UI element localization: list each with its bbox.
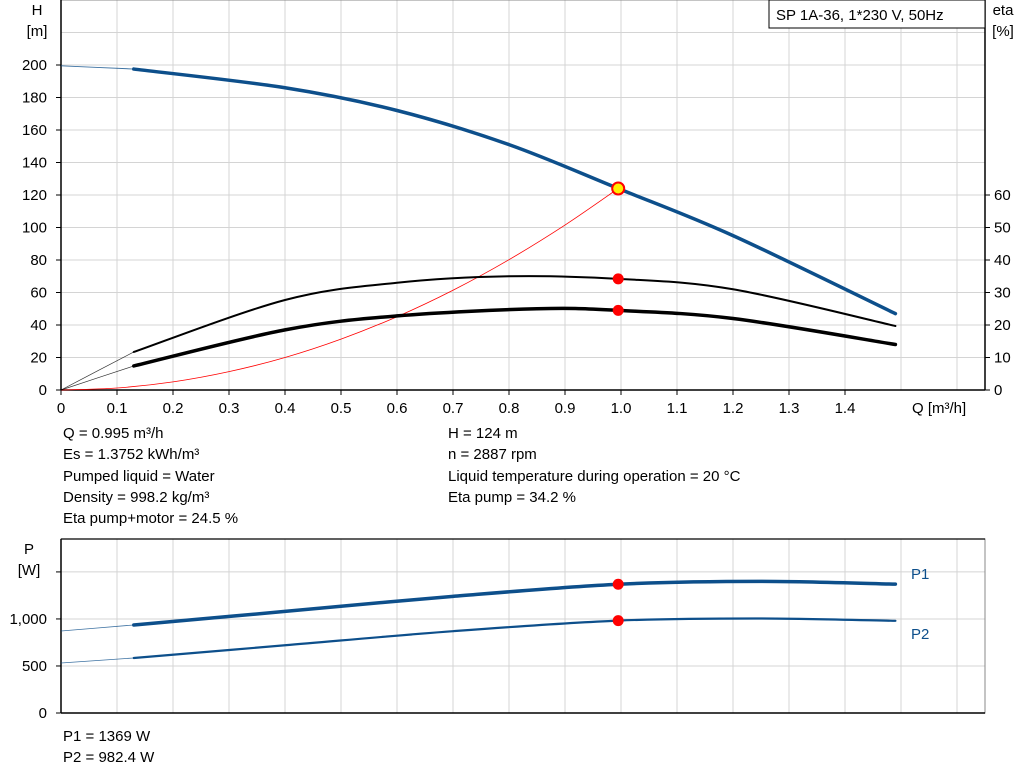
info-p2: P2 = 982.4 W [63, 749, 155, 767]
y2-tick-label: 20 [994, 317, 1011, 334]
x-tick-label: 1.0 [611, 400, 632, 417]
head-curve [132, 67, 898, 316]
eta-pump-duty-marker [612, 273, 624, 285]
eta-pump-curve [132, 275, 897, 353]
x-axis-label: Q [m³/h] [912, 400, 966, 417]
p2-series-label: P2 [911, 626, 929, 643]
y2-tick-label: 60 [994, 187, 1011, 204]
p1-duty-marker [612, 578, 624, 590]
x-tick-label: 0.9 [555, 400, 576, 417]
eta-pump-motor-curve [132, 306, 898, 368]
y-axis-label: H [32, 2, 43, 19]
info-temperature: Liquid temperature during operation = 20… [448, 467, 741, 485]
p1-curve [132, 579, 898, 627]
y-tick-label: 120 [22, 187, 47, 204]
head-curve-extension [60, 65, 134, 70]
y-tick-label: 80 [30, 252, 47, 269]
y-tick-label: 40 [30, 317, 47, 334]
x-tick-label: 0.1 [107, 400, 128, 417]
x-tick-label: 0.6 [387, 400, 408, 417]
legend-box [768, 0, 986, 29]
p2-curve-extension [60, 657, 134, 664]
head-duty-marker [611, 181, 626, 196]
eta-pump-motor-curve-extension [60, 365, 134, 391]
y2-axis-label: eta [993, 2, 1015, 19]
x-tick-label: 1.3 [779, 400, 800, 417]
y-tick-label: 0 [39, 705, 47, 722]
duty-info-left: Q = 0.995 m³/h Es = 1.3752 kWh/m³ Pumped… [63, 423, 238, 529]
info-p1: P1 = 1369 W [63, 728, 151, 745]
y-tick-label: 500 [22, 658, 47, 675]
x-tick-label: 1.2 [723, 400, 744, 417]
p2-curve [132, 617, 897, 660]
info-density: Density = 998.2 kg/m³ [63, 488, 210, 506]
x-tick-label: 0.4 [275, 400, 296, 417]
x-tick-label: 0.7 [443, 400, 464, 417]
y2-tick-label: 30 [994, 285, 1011, 302]
info-eta-pump-motor: Eta pump+motor = 24.5 % [63, 510, 239, 528]
y-axis-label: P [24, 541, 34, 558]
x-tick-label: 0.8 [499, 400, 520, 417]
eta-pump-motor-duty-marker [612, 304, 624, 316]
x-tick-label: 1.1 [667, 400, 688, 417]
y2-axis-unit: [%] [992, 23, 1014, 40]
x-tick-label: 0.2 [163, 400, 184, 417]
power-info: P1 = 1369 W P2 = 982.4 W [63, 726, 154, 769]
duty-info-right: H = 124 m n = 2887 rpm Liquid temperatur… [448, 423, 740, 508]
info-n: n = 2887 rpm [448, 446, 537, 464]
x-tick-label: 0.3 [219, 400, 240, 417]
y-tick-label: 100 [22, 220, 47, 237]
p2-duty-marker [612, 615, 624, 627]
y-tick-label: 60 [30, 285, 47, 302]
x-tick-label: 0.5 [331, 400, 352, 417]
y-tick-label: 0 [39, 382, 47, 399]
info-h: H = 124 m [448, 425, 518, 442]
y-axis-unit: [W] [18, 562, 41, 579]
p1-series-label: P1 [911, 566, 929, 583]
info-liquid: Pumped liquid = Water [63, 467, 215, 485]
y-axis-unit: [m] [27, 23, 48, 40]
info-es: Es = 1.3752 kWh/m³ [63, 446, 200, 464]
y-tick-label: 140 [22, 155, 47, 172]
y-tick-label: 20 [30, 350, 47, 367]
y-tick-label: 160 [22, 122, 47, 139]
y2-tick-label: 10 [994, 350, 1011, 367]
y2-tick-label: 0 [994, 382, 1002, 399]
info-q: Q = 0.995 m³/h [63, 425, 164, 442]
eta-pump-curve-extension [60, 351, 134, 391]
y2-tick-label: 40 [994, 252, 1011, 269]
y-tick-label: 180 [22, 90, 47, 107]
y2-tick-label: 50 [994, 220, 1011, 237]
legend-label: SP 1A-36, 1*230 V, 50Hz [776, 7, 944, 24]
info-eta-pump: Eta pump = 34.2 % [448, 488, 576, 506]
y-tick-label: 200 [22, 57, 47, 74]
y-tick-label: 1,000 [9, 611, 47, 628]
p1-curve-extension [60, 624, 134, 632]
x-tick-label: 1.4 [835, 400, 856, 417]
system-curve [60, 188, 619, 391]
x-tick-label: 0 [57, 400, 65, 417]
